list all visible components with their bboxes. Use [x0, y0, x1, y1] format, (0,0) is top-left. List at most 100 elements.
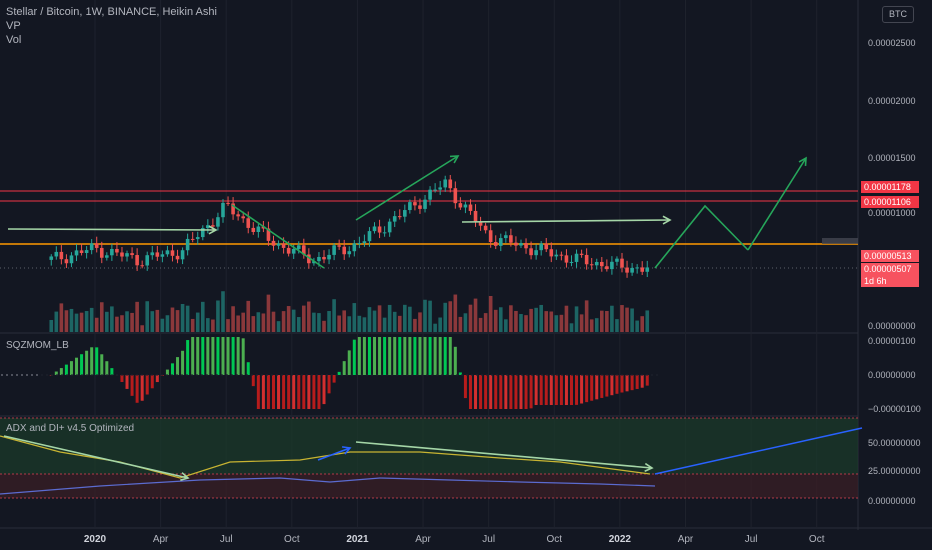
- sqzmom-bar: [559, 375, 563, 405]
- adx-annotation-arrow-head: [644, 462, 654, 472]
- candle-body: [599, 261, 604, 267]
- squeeze-dot: [161, 374, 163, 376]
- candle-body: [64, 259, 69, 264]
- sqzmom-bar: [610, 375, 614, 396]
- candle-body: [185, 238, 190, 251]
- indicator-vp-label[interactable]: VP: [6, 20, 21, 32]
- volume-bar: [382, 317, 387, 332]
- candle-body: [493, 242, 498, 246]
- squeeze-dot: [496, 374, 498, 376]
- candle-body: [236, 214, 240, 217]
- time-axis-label: Jul: [482, 534, 496, 545]
- candle-body: [559, 254, 564, 256]
- squeeze-dot: [196, 374, 198, 376]
- sqzmom-bar: [90, 347, 94, 375]
- sqzmom-bar: [196, 337, 200, 375]
- squeeze-dot: [211, 374, 213, 376]
- sqzmom-bar: [312, 375, 316, 409]
- adx-panel-title[interactable]: ADX and DI+ v4.5 Optimized: [6, 423, 135, 434]
- candle-body: [160, 254, 165, 257]
- indicator-vol-label[interactable]: Vol: [6, 34, 22, 46]
- sqzmom-bar: [458, 372, 462, 375]
- squeeze-dot: [326, 374, 328, 376]
- squeeze-dot: [276, 374, 278, 376]
- sqzmom-bar: [120, 375, 124, 382]
- volume-bar: [610, 305, 614, 332]
- volume-bar: [514, 310, 518, 332]
- squeeze-dot: [306, 374, 308, 376]
- volume-bar: [559, 314, 564, 332]
- candle-body: [322, 256, 326, 260]
- sqzmom-panel-title[interactable]: SQZMOM_LB: [6, 340, 69, 351]
- currency-badge[interactable]: BTC: [882, 6, 914, 23]
- candle-body: [443, 179, 448, 188]
- volume-bar: [195, 312, 200, 332]
- squeeze-dot: [371, 374, 373, 376]
- squeeze-dot: [541, 374, 543, 376]
- squeeze-dot: [61, 374, 63, 376]
- candle-body: [296, 245, 301, 249]
- volume-bar: [539, 304, 543, 332]
- volume-bar: [291, 309, 296, 332]
- squeeze-dot: [431, 374, 433, 376]
- squeeze-dot: [96, 374, 98, 376]
- sqzmom-bar: [468, 375, 472, 409]
- squeeze-dot: [311, 374, 313, 376]
- volume-bar: [377, 305, 382, 332]
- projection-arrow-head: [798, 156, 807, 167]
- candle-body: [99, 247, 104, 258]
- candle-body: [549, 249, 554, 257]
- candle-body: [337, 245, 341, 247]
- adx-bear-zone: [0, 474, 858, 498]
- sqzmom-bar: [529, 375, 533, 409]
- sqzmom-bar: [620, 375, 624, 393]
- time-axis-label: Apr: [415, 534, 431, 545]
- squeeze-dot: [396, 374, 398, 376]
- candle-body: [256, 226, 261, 232]
- adx-label: 25.00000000: [868, 466, 921, 476]
- squeeze-dot: [231, 374, 233, 376]
- volume-bar: [312, 312, 316, 332]
- squeeze-dot: [546, 374, 548, 376]
- squeeze-dot: [336, 374, 338, 376]
- candle-body: [387, 221, 392, 233]
- sqzmom-bar: [337, 371, 341, 375]
- candle-body: [150, 252, 155, 256]
- adx-label: 0.00000000: [868, 496, 916, 506]
- squeeze-dot: [591, 374, 593, 376]
- volume-bar: [584, 300, 589, 332]
- squeeze-dot: [316, 374, 318, 376]
- candle-body: [221, 202, 225, 218]
- sqzmom-bar: [95, 347, 99, 375]
- sqzmom-bar: [378, 337, 382, 375]
- candle-body: [130, 253, 134, 256]
- sqz-label: 0.00000000: [868, 370, 916, 380]
- squeeze-dot: [141, 374, 143, 376]
- volume-bar: [79, 312, 84, 332]
- sqzmom-bar: [645, 375, 649, 386]
- time-axis-label: Oct: [808, 534, 825, 545]
- volume-bar: [99, 302, 104, 332]
- candle-body: [226, 202, 230, 204]
- candle-body: [49, 256, 54, 260]
- sqzmom-bar: [564, 375, 568, 405]
- squeeze-dot: [351, 374, 353, 376]
- sqzmom-bar: [261, 375, 265, 409]
- candle-body: [605, 266, 609, 270]
- squeeze-dot: [451, 374, 453, 376]
- candle-body: [483, 225, 488, 231]
- sqzmom-bar: [590, 375, 594, 401]
- squeeze-dot: [436, 374, 438, 376]
- sqzmom-bar: [580, 375, 584, 404]
- volume-bar: [408, 306, 412, 332]
- candle-body: [478, 222, 483, 226]
- sqzmom-bar: [423, 337, 427, 375]
- squeeze-dot: [21, 374, 23, 376]
- volume-bar: [549, 311, 554, 332]
- candle-body: [246, 218, 251, 228]
- volume-bar: [392, 311, 397, 332]
- squeeze-dot: [86, 374, 88, 376]
- squeeze-dot: [66, 374, 68, 376]
- squeeze-dot: [261, 374, 263, 376]
